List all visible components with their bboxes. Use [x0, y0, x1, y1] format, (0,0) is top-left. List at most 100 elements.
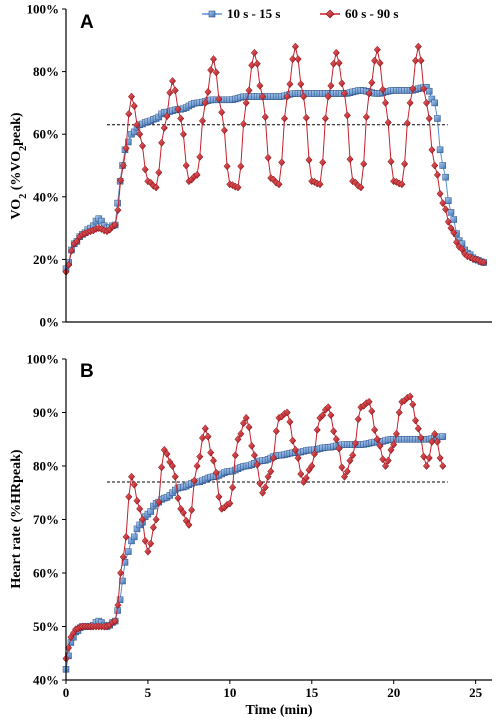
data-point-diamond: [340, 472, 349, 481]
data-point-diamond: [376, 441, 384, 450]
data-point-square: [147, 508, 154, 515]
data-point-diamond: [144, 547, 152, 556]
panel-b-y-tick-label: 70%: [33, 512, 59, 527]
data-point-diamond: [417, 433, 425, 442]
data-point-diamond: [141, 536, 149, 545]
data-point-diamond: [229, 483, 237, 492]
data-point-diamond: [319, 158, 327, 167]
panel-b-y-tick-label: 50%: [33, 619, 59, 634]
data-point-diamond: [261, 483, 269, 492]
data-point-diamond: [368, 78, 376, 87]
data-point-diamond: [316, 180, 324, 189]
data-point-square: [442, 173, 449, 181]
data-point-diamond: [354, 415, 362, 424]
data-point-diamond: [376, 59, 384, 67]
panel-b-y-tick-label: 100%: [27, 352, 60, 367]
data-point-square: [450, 216, 458, 223]
data-point-diamond: [428, 437, 436, 446]
data-point-diamond: [158, 138, 166, 147]
data-point-diamond: [346, 456, 354, 465]
panel-a-legend: 10 s - 15 s 60 s - 90 s: [202, 6, 398, 21]
data-point-diamond: [384, 456, 392, 465]
panel-b-series-line-2: [65, 395, 444, 659]
panel-a-y-axis-label-part: (%VO: [9, 151, 24, 194]
legend-label-series-2: 60 s - 90 s: [345, 6, 398, 21]
data-point-diamond: [302, 474, 310, 482]
data-point-diamond: [198, 116, 207, 125]
data-point-diamond: [177, 114, 185, 123]
data-point-diamond: [114, 601, 122, 610]
data-point-diamond: [198, 433, 207, 442]
data-point-diamond: [420, 452, 428, 461]
data-point-square: [439, 433, 447, 440]
data-point-diamond: [280, 114, 289, 123]
panel-b-y-ticks: 40% 50% 60% 70% 80% 90% 100%: [27, 352, 66, 688]
data-point-diamond: [193, 170, 201, 179]
data-point-diamond: [174, 494, 182, 503]
data-point-diamond: [125, 492, 133, 501]
data-point-diamond: [294, 55, 302, 64]
data-point-diamond: [111, 617, 119, 626]
panel-b-y-tick-label: 40%: [33, 673, 59, 688]
data-point-diamond: [269, 454, 278, 462]
data-point-diamond: [114, 206, 122, 215]
data-point-diamond: [330, 59, 338, 68]
data-point-diamond: [286, 417, 294, 426]
data-point-diamond: [234, 183, 242, 192]
data-point-diamond: [452, 238, 461, 247]
data-point-diamond: [362, 113, 370, 121]
data-point-diamond: [196, 452, 204, 461]
data-point-diamond: [422, 462, 431, 470]
data-point-diamond: [458, 245, 466, 254]
data-point-diamond: [155, 168, 163, 177]
data-point-diamond: [117, 176, 125, 185]
data-point-diamond: [379, 85, 387, 94]
data-point-diamond: [420, 84, 428, 93]
data-point-diamond: [403, 119, 411, 128]
data-point-diamond: [256, 479, 264, 488]
data-point-diamond: [439, 199, 447, 208]
data-point-diamond: [234, 435, 242, 444]
data-point-square: [447, 209, 455, 216]
data-point-square: [131, 533, 138, 541]
data-point-diamond: [138, 515, 147, 524]
panel-a-y-tick-label: 80%: [33, 64, 59, 79]
data-point-diamond: [327, 81, 335, 90]
panel-a-label: A: [80, 12, 94, 33]
data-point-diamond: [127, 92, 136, 101]
legend-label-series-1: 10 s - 15 s: [227, 6, 280, 21]
data-point-square: [125, 138, 132, 146]
panel-a-y-axis-label: VO2 (%VO2peak): [9, 112, 29, 219]
data-point-diamond: [168, 462, 177, 470]
panel-a-y-tick-label: 0%: [40, 315, 60, 330]
data-point-diamond: [130, 102, 138, 110]
data-point-square: [116, 596, 124, 604]
data-point-diamond: [321, 114, 329, 123]
data-point-diamond: [182, 161, 190, 170]
chart-panel-a: A 0%20%40%60%80%100% VO2 (%VO2peak) 10 s…: [9, 2, 492, 330]
data-point-diamond: [253, 460, 261, 469]
data-point-diamond: [248, 61, 256, 70]
data-point-diamond: [422, 98, 431, 107]
data-point-diamond: [286, 80, 294, 89]
data-point-diamond: [215, 492, 223, 501]
data-point-diamond: [168, 77, 177, 85]
panel-b-y-tick-label: 60%: [33, 566, 59, 581]
data-point-diamond: [439, 462, 447, 470]
data-point-diamond: [259, 92, 267, 101]
data-point-diamond: [237, 429, 245, 438]
data-point-diamond: [250, 451, 258, 460]
x-tick-label: 10: [223, 685, 236, 700]
data-point-diamond: [190, 476, 198, 485]
data-point-diamond: [248, 441, 256, 450]
data-point-diamond: [218, 108, 226, 117]
panel-b-x-ticks: 0 5 10 15 20 25: [63, 680, 483, 700]
data-point-diamond: [73, 237, 81, 246]
data-point-diamond: [428, 145, 436, 154]
data-point-diamond: [166, 88, 174, 97]
data-point-diamond: [119, 553, 127, 561]
data-point-diamond: [193, 462, 201, 470]
data-point-diamond: [324, 403, 332, 412]
data-point-diamond: [297, 470, 305, 478]
